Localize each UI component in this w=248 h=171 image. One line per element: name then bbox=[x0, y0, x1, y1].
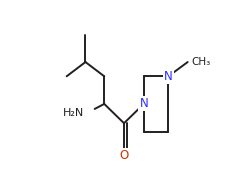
Text: N: N bbox=[164, 70, 173, 83]
Text: CH₃: CH₃ bbox=[191, 57, 210, 67]
Text: N: N bbox=[139, 97, 148, 110]
Text: H₂N: H₂N bbox=[63, 108, 85, 118]
Text: O: O bbox=[119, 149, 129, 162]
